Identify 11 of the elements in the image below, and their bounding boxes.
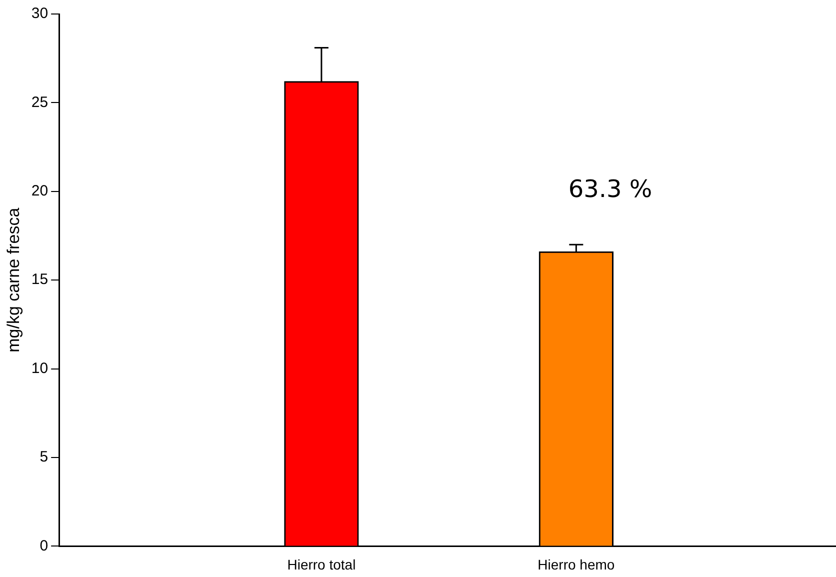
y-tick-label: 0 <box>40 537 48 554</box>
x-tick-label: Hierro total <box>287 556 356 572</box>
y-tick-label: 15 <box>31 271 48 288</box>
y-tick-label: 5 <box>40 448 48 466</box>
y-tick-label: 30 <box>31 5 48 22</box>
y-tick-label: 25 <box>31 94 48 111</box>
x-tick-label: Hierro hemo <box>538 556 615 572</box>
y-tick-label: 10 <box>31 360 48 377</box>
annotation: 63.3 % <box>568 175 652 204</box>
y-tick-label: 20 <box>31 182 48 200</box>
y-axis-title: mg/kg carne fresca <box>4 207 23 352</box>
